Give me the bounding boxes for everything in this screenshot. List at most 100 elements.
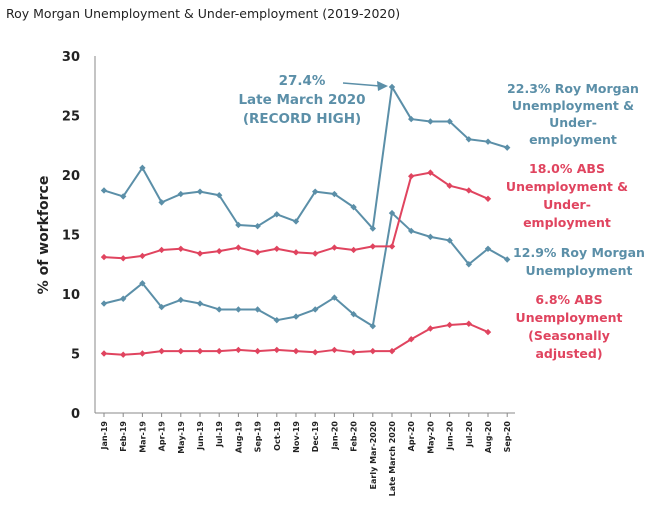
y-tick-label: 25 — [62, 110, 80, 125]
y-tick-label: 5 — [71, 348, 80, 363]
series-line — [103, 212, 508, 328]
data-point — [331, 294, 338, 301]
data-point — [312, 349, 319, 356]
data-point — [350, 203, 357, 211]
data-point — [408, 115, 415, 123]
annotation-line: (RECORD HIGH) — [243, 111, 361, 127]
data-point — [216, 347, 223, 355]
data-point — [369, 225, 376, 232]
x-tick-label: Jul-20 — [465, 421, 474, 448]
data-point — [331, 190, 338, 198]
data-point — [292, 218, 300, 225]
x-tick-label: Jan-20 — [330, 421, 339, 451]
data-point — [254, 347, 261, 355]
data-point — [216, 306, 223, 313]
data-point — [196, 250, 204, 257]
x-tick-label: Nov-19 — [292, 421, 301, 453]
data-point — [427, 325, 434, 332]
annotation-line: (Seasonally — [528, 328, 610, 343]
x-tick-label: Feb-19 — [119, 421, 128, 452]
data-point — [446, 182, 453, 189]
x-tick-label: Aug-20 — [484, 421, 493, 454]
x-tick-label: Oct-19 — [273, 421, 282, 451]
data-point — [273, 211, 280, 218]
x-tick-label: Apr-19 — [158, 421, 167, 452]
data-point — [158, 347, 165, 355]
page-title: Roy Morgan Unemployment & Under-employme… — [6, 6, 401, 21]
data-point — [177, 245, 184, 252]
data-point — [312, 250, 319, 257]
data-point — [196, 347, 204, 355]
annotation-line: Unemployment — [526, 263, 633, 278]
data-point — [388, 347, 396, 355]
y-tick-label: 10 — [62, 288, 80, 303]
data-point — [273, 245, 280, 252]
annotation-line: Under- — [543, 197, 591, 212]
data-point — [235, 244, 242, 251]
data-point — [292, 313, 300, 320]
data-point — [235, 346, 242, 354]
data-point — [331, 346, 338, 354]
annotation-line: 18.0% ABS — [529, 161, 605, 176]
data-point — [273, 316, 280, 324]
annotation-line: Under- — [549, 115, 597, 130]
y-tick-label: 30 — [62, 50, 80, 65]
data-point — [292, 249, 300, 256]
data-point — [120, 351, 127, 358]
data-point — [139, 280, 146, 287]
data-point — [504, 256, 511, 263]
y-axis-label: % of workforce — [36, 176, 52, 295]
data-point — [139, 164, 146, 172]
data-point — [312, 306, 319, 313]
data-point — [369, 322, 376, 330]
data-point — [312, 188, 319, 195]
data-point — [427, 233, 434, 241]
x-tick-label: Feb-20 — [350, 421, 359, 452]
chart-axes — [94, 56, 515, 414]
data-point — [446, 118, 453, 125]
x-tick-label: May-20 — [426, 421, 435, 454]
x-tick-label: Late March 2020 — [388, 421, 397, 497]
x-tick-label: Jun-20 — [446, 421, 455, 451]
x-tick-label: Dec-19 — [311, 421, 320, 453]
annotation-line: 27.4% — [279, 73, 326, 89]
data-point — [504, 144, 511, 151]
annotation-line: 6.8% ABS — [535, 292, 602, 307]
data-point — [139, 252, 146, 260]
data-point — [408, 227, 415, 235]
x-tick-label: Aug-19 — [234, 421, 243, 454]
y-tick-label: 0 — [71, 407, 80, 422]
annotation-rm-under: 22.3% Roy Morgan Unemployment & Under- e… — [507, 81, 639, 147]
data-point — [100, 300, 108, 307]
x-tick-label: Jun-19 — [196, 421, 205, 451]
data-point — [427, 118, 434, 125]
record-arrow-line — [342, 82, 381, 87]
series-line — [103, 171, 489, 260]
data-point — [350, 349, 357, 356]
data-point — [120, 193, 127, 200]
data-point — [369, 347, 376, 355]
data-point — [216, 247, 223, 255]
annotation-line: 12.9% Roy Morgan — [513, 245, 645, 260]
data-point — [120, 255, 127, 262]
y-tick-label: 15 — [62, 229, 80, 244]
data-point — [196, 300, 204, 307]
data-point — [158, 199, 165, 206]
y-tick-label: 20 — [62, 169, 80, 184]
annotation-abs-under: 18.0% ABS Unemployment & Under- employme… — [506, 161, 628, 230]
x-tick-label: Jul-19 — [215, 421, 224, 448]
data-point — [292, 347, 300, 355]
data-point — [120, 295, 127, 302]
series-line — [103, 85, 508, 230]
data-point — [254, 222, 261, 230]
data-point — [100, 253, 108, 261]
data-point — [446, 321, 453, 329]
series-group — [100, 83, 511, 358]
data-point — [254, 249, 261, 256]
annotation-line: employment — [529, 132, 617, 147]
data-point — [331, 244, 338, 251]
annotation-line: Late March 2020 — [238, 92, 365, 108]
data-point — [446, 237, 453, 244]
data-point — [388, 83, 396, 91]
